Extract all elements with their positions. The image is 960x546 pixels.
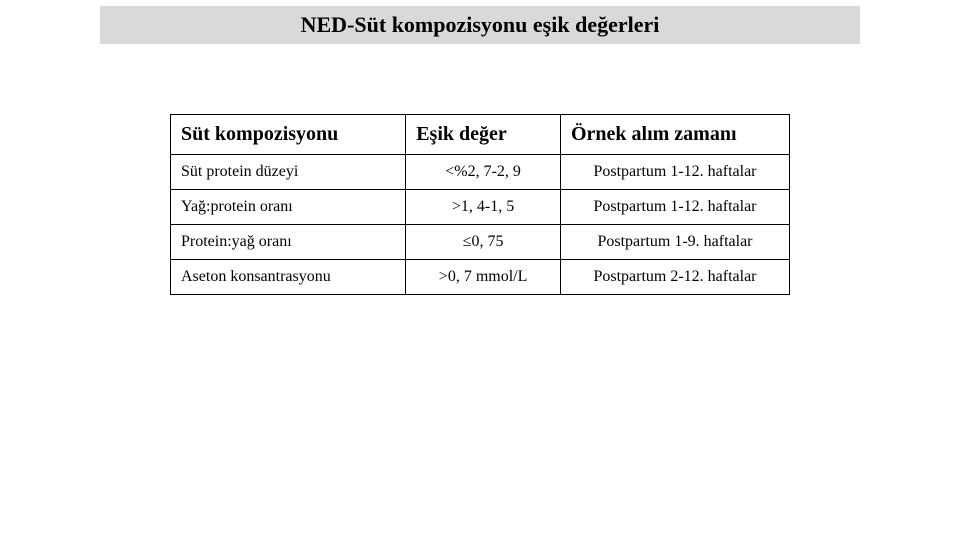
table-container: Süt kompozisyonu Eşik değer Örnek alım z…	[170, 114, 790, 295]
cell-col1: Süt protein düzeyi	[171, 155, 406, 190]
page-title: NED-Süt kompozisyonu eşik değerleri	[100, 6, 860, 44]
header-col2: Eşik değer	[406, 115, 561, 155]
table-header-row: Süt kompozisyonu Eşik değer Örnek alım z…	[171, 115, 790, 155]
cell-col3: Postpartum 1-12. haftalar	[560, 155, 789, 190]
cell-col2: >0, 7 mmol/L	[406, 260, 561, 295]
header-col1: Süt kompozisyonu	[171, 115, 406, 155]
table-row: Aseton konsantrasyonu >0, 7 mmol/L Postp…	[171, 260, 790, 295]
cell-col1: Yağ:protein oranı	[171, 190, 406, 225]
cell-col1: Protein:yağ oranı	[171, 225, 406, 260]
table-row: Yağ:protein oranı >1, 4-1, 5 Postpartum …	[171, 190, 790, 225]
cell-col2: ≤0, 75	[406, 225, 561, 260]
cell-col3: Postpartum 2-12. haftalar	[560, 260, 789, 295]
table-row: Süt protein düzeyi <%2, 7-2, 9 Postpartu…	[171, 155, 790, 190]
cell-col2: <%2, 7-2, 9	[406, 155, 561, 190]
cell-col3: Postpartum 1-9. haftalar	[560, 225, 789, 260]
cell-col2: >1, 4-1, 5	[406, 190, 561, 225]
cell-col3: Postpartum 1-12. haftalar	[560, 190, 789, 225]
threshold-table: Süt kompozisyonu Eşik değer Örnek alım z…	[170, 114, 790, 295]
header-col3: Örnek alım zamanı	[560, 115, 789, 155]
cell-col1: Aseton konsantrasyonu	[171, 260, 406, 295]
table-row: Protein:yağ oranı ≤0, 75 Postpartum 1-9.…	[171, 225, 790, 260]
